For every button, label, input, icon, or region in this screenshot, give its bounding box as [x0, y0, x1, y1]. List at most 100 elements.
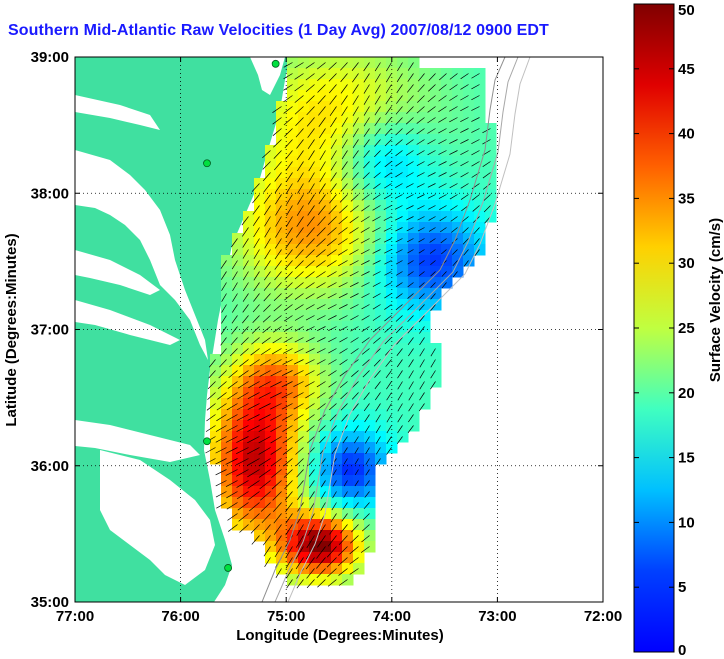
velocity-arrow	[307, 128, 315, 138]
velocity-arrow	[384, 282, 392, 287]
velocity-cell	[419, 156, 431, 168]
velocity-arrow	[418, 315, 425, 323]
velocity-arrow	[231, 304, 238, 313]
velocity-arrow	[318, 117, 326, 127]
velocity-cell	[452, 211, 464, 223]
velocity-arrow	[241, 216, 249, 226]
velocity-cell	[298, 79, 310, 91]
velocity-cell	[441, 101, 453, 113]
velocity-arrow	[319, 436, 326, 444]
velocity-arrow	[384, 161, 392, 168]
velocity-arrow	[349, 238, 359, 245]
velocity-cell	[243, 343, 255, 355]
velocity-arrow	[236, 469, 249, 477]
velocity-arrow	[317, 95, 326, 105]
velocity-arrow	[270, 436, 282, 444]
velocity-cell	[243, 376, 255, 388]
velocity-arrow	[460, 106, 469, 112]
velocity-cell	[397, 321, 409, 333]
velocity-arrow	[373, 183, 381, 190]
velocity-arrow	[352, 73, 359, 83]
velocity-cell	[353, 277, 365, 289]
velocity-arrow	[264, 238, 271, 249]
velocity-arrow	[215, 469, 227, 476]
velocity-arrow	[263, 183, 271, 193]
velocity-cell	[364, 277, 376, 289]
velocity-cell	[276, 431, 288, 443]
velocity-cell	[375, 167, 387, 179]
velocity-arrow	[360, 249, 370, 255]
velocity-arrow	[263, 282, 271, 291]
velocity-cell	[320, 354, 332, 366]
velocity-cell	[265, 431, 277, 443]
velocity-cell	[232, 519, 244, 531]
velocity-arrow	[258, 381, 271, 388]
velocity-arrow	[395, 315, 403, 322]
velocity-arrow	[416, 172, 425, 177]
velocity-arrow	[249, 513, 260, 523]
velocity-arrow	[258, 447, 271, 455]
velocity-arrow	[263, 194, 271, 204]
velocity-cell	[364, 497, 376, 509]
velocity-cell	[474, 123, 486, 135]
velocity-cell	[276, 354, 288, 366]
velocity-cell	[430, 156, 442, 168]
velocity-arrow	[427, 128, 436, 134]
y-tick-label: 35:00	[31, 594, 69, 611]
velocity-arrow	[261, 337, 271, 344]
velocity-cell	[408, 332, 420, 344]
velocity-arrow	[283, 458, 293, 467]
velocity-arrow	[227, 381, 238, 389]
velocity-cell	[419, 310, 431, 322]
velocity-arrow	[285, 546, 293, 559]
velocity-arrow	[363, 106, 370, 116]
velocity-cell	[309, 79, 321, 91]
velocity-cell	[364, 530, 376, 542]
velocity-cell	[320, 574, 332, 586]
velocity-arrow	[363, 62, 370, 72]
velocity-arrow	[338, 304, 348, 309]
velocity-arrow	[260, 491, 271, 501]
velocity-cell	[364, 486, 376, 498]
velocity-arrow	[262, 524, 271, 535]
velocity-arrow	[352, 403, 359, 411]
velocity-cell	[210, 398, 222, 410]
velocity-cell	[221, 486, 233, 498]
velocity-cell	[463, 90, 475, 102]
velocity-cell	[408, 112, 420, 124]
velocity-arrow	[227, 513, 238, 521]
velocity-arrow	[384, 271, 392, 276]
velocity-arrow	[253, 249, 260, 260]
velocity-arrow	[285, 502, 293, 512]
velocity-cell	[331, 365, 343, 377]
velocity-arrow	[253, 282, 260, 292]
velocity-arrow	[271, 469, 282, 478]
velocity-arrow	[326, 249, 337, 257]
velocity-arrow	[215, 458, 227, 465]
velocity-arrow	[316, 304, 326, 310]
velocity-cell	[375, 321, 387, 333]
velocity-arrow	[417, 205, 425, 210]
velocity-arrow	[482, 161, 491, 167]
velocity-cell	[320, 266, 332, 278]
velocity-arrow	[396, 95, 403, 104]
velocity-cell	[331, 431, 343, 443]
velocity-cell	[364, 244, 376, 256]
velocity-arrow	[226, 425, 238, 432]
velocity-arrow	[397, 381, 403, 390]
velocity-cell	[287, 497, 299, 509]
velocity-cell	[375, 299, 387, 311]
velocity-arrow	[350, 205, 359, 213]
velocity-arrow	[430, 271, 436, 277]
velocity-arrow	[328, 315, 337, 320]
velocity-arrow	[281, 370, 293, 377]
velocity-cell	[342, 376, 354, 388]
velocity-arrow	[253, 227, 260, 238]
velocity-cell	[243, 365, 255, 377]
velocity-arrow	[283, 326, 293, 332]
velocity-arrow	[353, 436, 359, 444]
velocity-cell	[331, 552, 343, 564]
velocity-arrow	[221, 282, 227, 291]
velocity-cell	[243, 508, 255, 520]
velocity-arrow	[384, 293, 392, 299]
